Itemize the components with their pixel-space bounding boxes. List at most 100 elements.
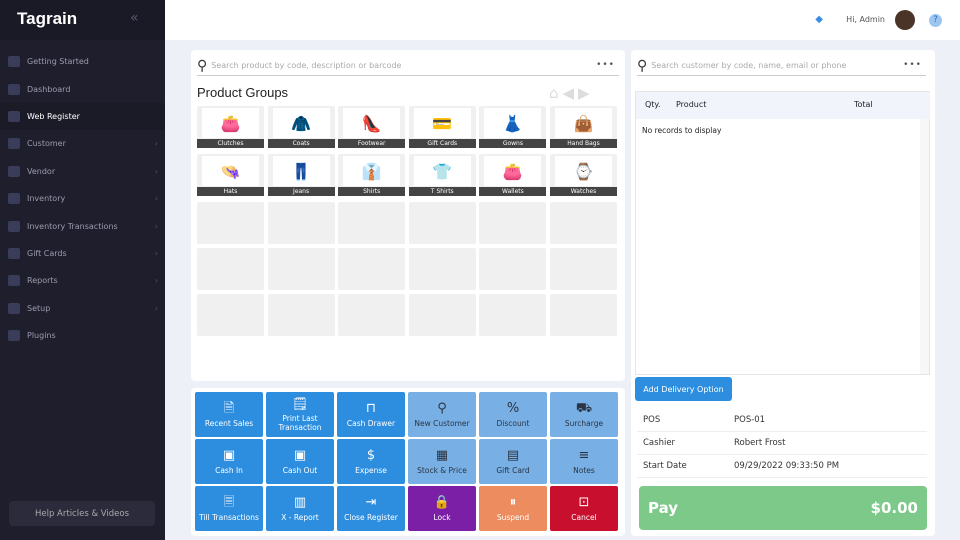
pay-button[interactable]: Pay $0.00 bbox=[639, 486, 927, 530]
till-transactions-button[interactable]: 🗏 Till Transactions bbox=[195, 486, 263, 531]
action-label: Cancel bbox=[571, 512, 597, 522]
discount-button[interactable]: % Discount bbox=[479, 392, 547, 437]
cash-drawer-button[interactable]: ⊓ Cash Drawer bbox=[337, 392, 405, 437]
cash-in-button[interactable]: ▣ Cash In bbox=[195, 439, 263, 484]
product-group-tile[interactable]: 👠 Footwear bbox=[338, 106, 406, 148]
action-label: Stock & Price bbox=[417, 465, 467, 475]
info-label: Cashier bbox=[643, 438, 676, 448]
product-group-tile[interactable]: 👗 Gowns bbox=[479, 106, 547, 148]
close-register-button[interactable]: ⇥ Close Register bbox=[337, 486, 405, 531]
collapse-sidebar-icon[interactable]: « bbox=[130, 10, 139, 26]
action-icon: ⏸ bbox=[509, 495, 517, 511]
product-group-tile[interactable]: 👒 Hats bbox=[197, 154, 264, 196]
logo-bar: Tagrain « bbox=[0, 0, 165, 40]
product-group-tile[interactable]: 🧥 Coats bbox=[267, 106, 335, 148]
sidebar-item-reports[interactable]: Reports › bbox=[0, 267, 165, 294]
sidebar-item-customer[interactable]: Customer › bbox=[0, 130, 165, 157]
action-label: Cash Drawer bbox=[346, 418, 396, 428]
empty-tile bbox=[267, 202, 335, 244]
surcharge-button[interactable]: ⛟ Surcharge bbox=[550, 392, 618, 437]
action-label: Lock bbox=[433, 512, 451, 522]
sidebar-item-label: Plugins bbox=[27, 331, 56, 341]
customer-search-input[interactable]: Search customer by code, name, email or … bbox=[651, 61, 847, 70]
product-search[interactable]: ⚲ Search product by code, description or… bbox=[197, 56, 619, 76]
chevron-right-icon: › bbox=[154, 276, 158, 286]
group-navigation[interactable]: ⌂◀▶ bbox=[549, 84, 594, 102]
action-label: Discount bbox=[496, 418, 530, 428]
action-label: Expense bbox=[355, 465, 387, 475]
product-search-input[interactable]: Search product by code, description or b… bbox=[211, 61, 402, 70]
empty-tile bbox=[267, 248, 335, 290]
action-icon: ≡ bbox=[578, 448, 590, 464]
logo: Tagrain bbox=[17, 9, 78, 28]
sidebar-item-label: Gift Cards bbox=[27, 248, 67, 258]
product-group-tile[interactable]: 👕 T Shirts bbox=[408, 154, 476, 196]
sidebar-item-label: Inventory Transactions bbox=[27, 221, 118, 231]
product-group-tile[interactable]: 👖 Jeans bbox=[267, 154, 335, 196]
info-value: Robert Frost bbox=[734, 438, 786, 448]
expense-button[interactable]: $ Expense bbox=[337, 439, 405, 484]
sidebar-item-plugins[interactable]: Plugins bbox=[0, 322, 165, 349]
col-product: Product bbox=[676, 100, 707, 109]
product-group-tile[interactable]: ⌚ Watches bbox=[550, 154, 617, 196]
product-group-label: Watches bbox=[550, 187, 617, 196]
product-group-tile[interactable]: 👜 Hand Bags bbox=[550, 106, 617, 148]
help-icon[interactable]: ? bbox=[929, 14, 942, 27]
empty-tile bbox=[267, 294, 335, 336]
print-last-transaction-button[interactable]: 🗒 Print Last Transaction bbox=[266, 392, 334, 437]
sidebar-item-gift-cards[interactable]: Gift Cards › bbox=[0, 240, 165, 267]
empty-tile bbox=[550, 294, 617, 336]
sidebar-item-inventory[interactable]: Inventory › bbox=[0, 185, 165, 212]
help-articles-button[interactable]: Help Articles & Videos bbox=[9, 501, 155, 526]
lock-button[interactable]: 🔒 Lock bbox=[408, 486, 476, 531]
cart-scrollbar[interactable] bbox=[920, 119, 929, 374]
nav-icon bbox=[8, 247, 20, 259]
add-delivery-button[interactable]: Add Delivery Option bbox=[635, 377, 732, 401]
product-group-tile[interactable]: 👛 Wallets bbox=[479, 154, 547, 196]
new-customer-button[interactable]: ⚲ New Customer bbox=[408, 392, 476, 437]
action-label: Cash Out bbox=[282, 465, 318, 475]
empty-tile bbox=[408, 248, 476, 290]
sidebar-item-setup[interactable]: Setup › bbox=[0, 295, 165, 322]
action-label: Suspend bbox=[496, 512, 530, 522]
empty-tile bbox=[197, 202, 264, 244]
action-label: Gift Card bbox=[496, 465, 530, 475]
sidebar-item-label: Web Register bbox=[27, 111, 80, 121]
product-image: 👕 bbox=[413, 156, 471, 186]
cancel-button[interactable]: ⊡ Cancel bbox=[550, 486, 618, 531]
action-icon: 🗎 bbox=[223, 401, 235, 417]
sidebar-item-dashboard[interactable]: Dashboard bbox=[0, 75, 165, 102]
nav-icon bbox=[8, 330, 20, 342]
sidebar-item-web-register[interactable]: Web Register bbox=[0, 102, 165, 131]
product-group-tile[interactable]: 👛 Clutches bbox=[197, 106, 264, 148]
product-group-tile[interactable]: 💳 Gift Cards bbox=[408, 106, 476, 148]
product-image: ⌚ bbox=[555, 156, 612, 186]
suspend-button[interactable]: ⏸ Suspend bbox=[479, 486, 547, 531]
avatar[interactable] bbox=[895, 10, 915, 30]
action-icon: ▣ bbox=[222, 448, 236, 464]
recent-sales-button[interactable]: 🗎 Recent Sales bbox=[195, 392, 263, 437]
more-options-icon[interactable]: ••• bbox=[903, 60, 922, 70]
stock-price-button[interactable]: ▦ Stock & Price bbox=[408, 439, 476, 484]
customer-search[interactable]: ⚲ Search customer by code, name, email o… bbox=[637, 56, 926, 76]
action-icon: ⊓ bbox=[365, 401, 377, 417]
sidebar-item-inventory-transactions[interactable]: Inventory Transactions › bbox=[0, 212, 165, 239]
product-group-label: Wallets bbox=[479, 187, 547, 196]
empty-tile bbox=[338, 294, 406, 336]
product-group-label: Hand Bags bbox=[550, 139, 617, 148]
x-report-button[interactable]: ▥ X - Report bbox=[266, 486, 334, 531]
cash-out-button[interactable]: ▣ Cash Out bbox=[266, 439, 334, 484]
gift-card-button[interactable]: ▤ Gift Card bbox=[479, 439, 547, 484]
sidebar-item-label: Vendor bbox=[27, 166, 56, 176]
notes-button[interactable]: ≡ Notes bbox=[550, 439, 618, 484]
apps-icon[interactable]: ◆ bbox=[815, 14, 823, 25]
action-icon: $ bbox=[366, 448, 376, 464]
product-group-label: Gowns bbox=[479, 139, 547, 148]
sidebar-item-getting-started[interactable]: Getting Started bbox=[0, 48, 165, 75]
product-group-tile[interactable]: 👔 Shirts bbox=[338, 154, 406, 196]
info-label: POS bbox=[643, 415, 661, 425]
action-label: Surcharge bbox=[564, 418, 604, 428]
chevron-right-icon: › bbox=[154, 166, 158, 176]
more-options-icon[interactable]: ••• bbox=[596, 60, 615, 70]
sidebar-item-vendor[interactable]: Vendor › bbox=[0, 158, 165, 185]
